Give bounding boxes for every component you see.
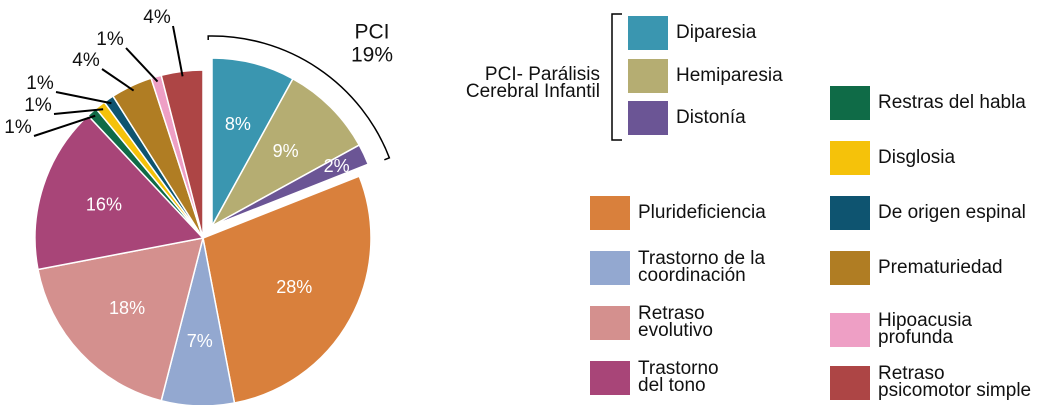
legend-swatch <box>590 251 630 285</box>
data-label: 1% <box>26 73 54 94</box>
pie-slice <box>210 77 361 228</box>
data-label: 18% <box>109 298 145 318</box>
leader-line <box>172 25 184 77</box>
legend-label: Trastorno del tono <box>638 358 719 396</box>
leader-line <box>125 47 159 83</box>
pie-slice <box>37 237 205 402</box>
legend-swatch <box>830 196 870 230</box>
leader-line <box>33 114 96 137</box>
bracket <box>611 13 622 141</box>
pie-slice <box>211 144 370 227</box>
legend-swatch <box>590 361 630 395</box>
legend-label: Distonía <box>676 106 746 128</box>
group-legend-title: PCI- Parálisis Cerebral Infantil <box>465 64 600 102</box>
legend-swatch <box>628 59 668 93</box>
legend-label: Hemiparesia <box>676 64 783 86</box>
legend-label: Diparesia <box>676 21 757 43</box>
legend-label: Restras del habla <box>878 91 1026 113</box>
legend-swatch <box>830 313 870 347</box>
legend-swatch <box>830 141 870 175</box>
legend-swatch <box>628 101 668 135</box>
pie-slice <box>202 175 372 404</box>
data-label: 7% <box>187 331 213 351</box>
data-label: 8% <box>225 114 251 134</box>
leader-line <box>55 91 112 105</box>
group-value: 19% <box>351 44 393 67</box>
legend-swatch <box>628 16 668 50</box>
legend-label: Disglosia <box>878 146 956 168</box>
legend-label: De origen espinal <box>878 201 1026 223</box>
data-label: 2% <box>324 156 350 176</box>
data-label: 1% <box>24 95 52 116</box>
legend-swatch <box>590 306 630 340</box>
pie-slice <box>34 114 205 271</box>
legend-swatch <box>830 251 870 285</box>
legend-label: Hipoacusia profunda <box>878 310 972 348</box>
data-label: 9% <box>273 141 299 161</box>
data-label: 16% <box>86 195 122 215</box>
data-label: 28% <box>276 277 312 297</box>
data-label: 1% <box>4 117 32 138</box>
group-name: PCI <box>354 21 389 44</box>
legend-swatch <box>830 86 870 120</box>
legend-swatch <box>590 196 630 230</box>
leader-line <box>53 108 104 115</box>
leader-line <box>101 68 135 92</box>
legend-label: Trastorno de la coordinación <box>638 248 766 286</box>
legend-label: Prematuriedad <box>878 256 1003 278</box>
group-arc <box>207 35 391 161</box>
data-label: 1% <box>96 29 124 50</box>
legend-label: Retraso evolutivo <box>638 303 713 341</box>
data-label: 4% <box>72 50 100 71</box>
legend-label: Retraso psicomotor simple <box>878 363 1032 401</box>
legend-swatch <box>830 366 870 400</box>
legend-label: Plurideficiencia <box>638 201 766 223</box>
data-label: 4% <box>143 7 171 28</box>
